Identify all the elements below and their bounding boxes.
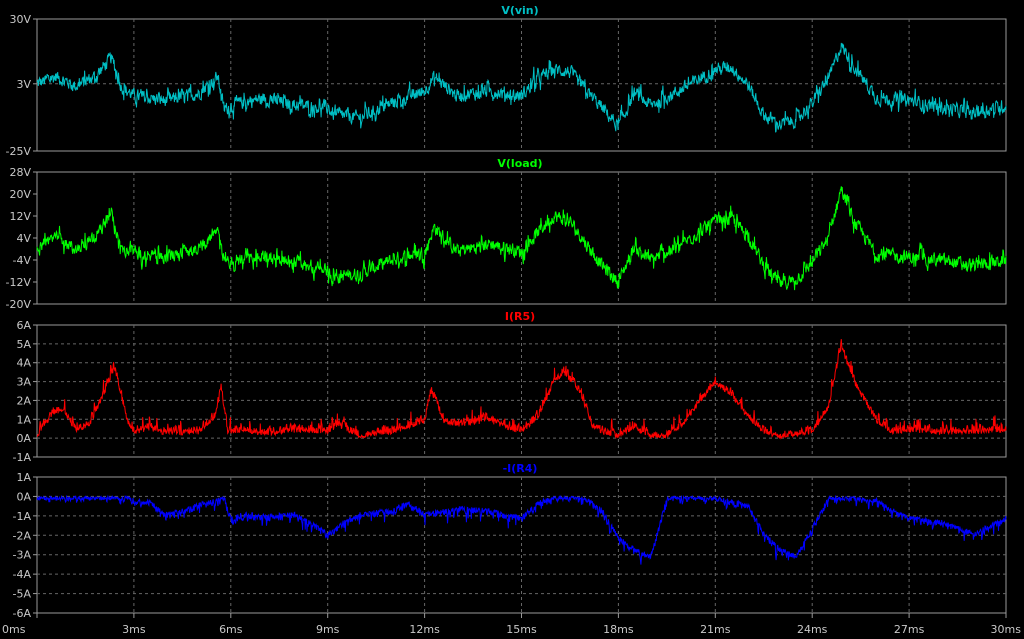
y-tick-label: 3V bbox=[16, 78, 31, 91]
pane-title-load[interactable]: V(load) bbox=[497, 157, 542, 170]
x-tick-label: 24ms bbox=[797, 623, 828, 636]
y-tick-label: 0A bbox=[16, 490, 31, 503]
y-tick-label: 4A bbox=[16, 357, 31, 370]
x-tick-label: 9ms bbox=[316, 623, 340, 636]
y-tick-label: -1A bbox=[13, 510, 32, 523]
y-tick-label: 12V bbox=[9, 210, 31, 223]
waveform-trace[interactable] bbox=[36, 339, 1007, 440]
pane-load[interactable]: V(load) 28V 20V 12V 4V -4V -12V -20V bbox=[6, 157, 1007, 311]
y-tick-label: 5A bbox=[16, 338, 31, 351]
x-tick-label: 3ms bbox=[122, 623, 146, 636]
y-tick-label: -4A bbox=[13, 568, 32, 581]
pane-vin[interactable]: V(vin) 30V 3V -25V bbox=[6, 4, 1007, 158]
x-tick-label: 27ms bbox=[894, 623, 925, 636]
y-tick-label: 6A bbox=[16, 319, 31, 332]
y-tick-label: -12V bbox=[6, 276, 32, 289]
y-tick-label: 20V bbox=[9, 188, 31, 201]
y-tick-label: 1A bbox=[16, 413, 31, 426]
y-tick-label: -25V bbox=[6, 145, 32, 158]
y-tick-label: -3A bbox=[13, 549, 32, 562]
y-tick-label: 2A bbox=[16, 394, 31, 407]
time-axis: 0ms 3ms 6ms 9ms 12ms 15ms 18ms 21ms 24ms 27ms 30ms bbox=[2, 613, 1021, 636]
pane-title-r4[interactable]: -I(R4) bbox=[503, 462, 538, 475]
x-tick-label: 0ms bbox=[2, 623, 26, 636]
x-tick-label: 15ms bbox=[506, 623, 537, 636]
y-tick-label: 4V bbox=[16, 232, 31, 245]
x-tick-label: 21ms bbox=[700, 623, 731, 636]
waveform-trace[interactable] bbox=[36, 494, 1007, 565]
x-tick-label: 6ms bbox=[219, 623, 243, 636]
pane-title-vin[interactable]: V(vin) bbox=[501, 4, 538, 17]
y-tick-label: -5A bbox=[13, 588, 32, 601]
y-tick-label: 1A bbox=[16, 471, 31, 484]
y-tick-label: -2A bbox=[13, 529, 32, 542]
y-tick-label: -4V bbox=[13, 254, 32, 267]
pane-title-r5[interactable]: I(R5) bbox=[505, 310, 535, 323]
x-tick-label: 18ms bbox=[603, 623, 634, 636]
y-tick-label: 3A bbox=[16, 376, 31, 389]
y-tick-label: 28V bbox=[9, 166, 31, 179]
waveform-trace[interactable] bbox=[36, 186, 1007, 291]
waveform-trace[interactable] bbox=[36, 42, 1007, 133]
y-tick-label: -6A bbox=[13, 607, 32, 620]
x-tick-label: 30ms bbox=[991, 623, 1022, 636]
y-tick-label: -20V bbox=[6, 298, 32, 311]
y-tick-label: 0A bbox=[16, 432, 31, 445]
x-tick-label: 12ms bbox=[409, 623, 440, 636]
y-tick-label: -1A bbox=[13, 451, 32, 464]
pane-r5[interactable]: I(R5) 6A 5A 4A 3A 2A 1A 0A -1A bbox=[13, 310, 1007, 464]
y-tick-label: 30V bbox=[9, 13, 31, 26]
